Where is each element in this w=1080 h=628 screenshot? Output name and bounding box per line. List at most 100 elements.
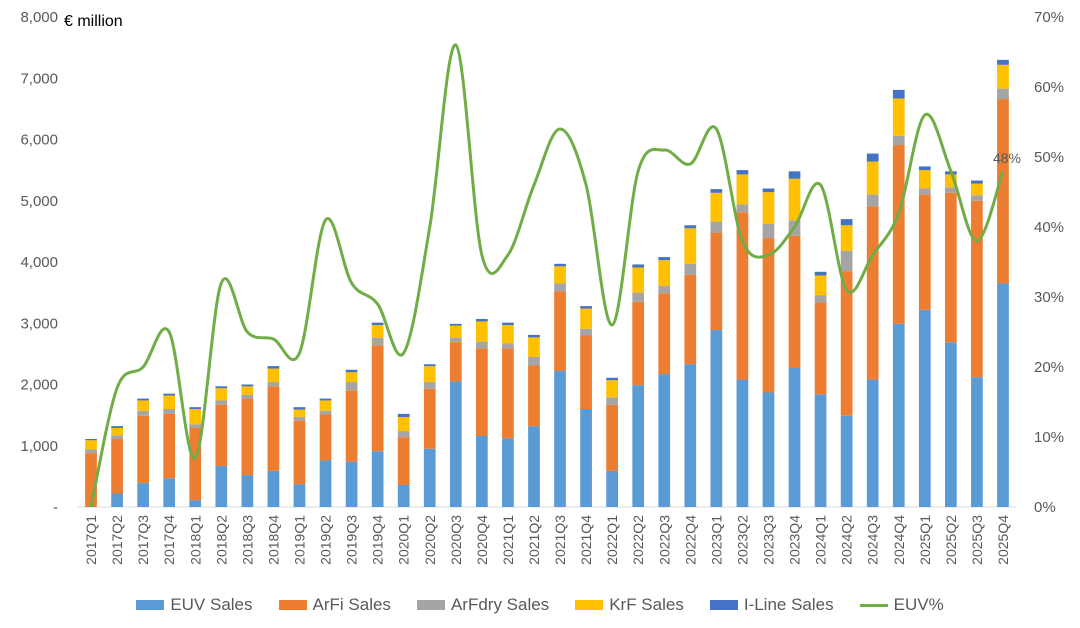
bar-segment-i-line-sales <box>502 322 514 326</box>
bar-segment-arfi-sales <box>892 145 905 324</box>
x-tick-label: 2025Q3 <box>969 515 985 565</box>
x-tick-label: 2020Q3 <box>448 515 464 565</box>
bar-segment-arfi-sales <box>840 271 853 416</box>
bar-segment-krf-sales <box>944 174 957 188</box>
bar-segment-krf-sales <box>345 372 358 383</box>
bar-segment-arfi-sales <box>528 365 540 427</box>
bar-segment-arfdry-sales <box>918 188 931 195</box>
bar-segment-arfi-sales <box>423 388 436 449</box>
bar-segment-euv-sales <box>554 371 566 507</box>
x-tick-label: 2023Q1 <box>708 515 724 565</box>
bar-segment-i-line-sales <box>580 306 592 309</box>
legend-swatch <box>416 600 445 610</box>
bar-segment-i-line-sales <box>449 323 462 326</box>
bar-segment-arfi-sales <box>293 420 306 485</box>
bar-segment-arfdry-sales <box>241 394 254 399</box>
bar-segment-i-line-sales <box>918 166 931 171</box>
bar-segment-arfdry-sales <box>997 88 1009 100</box>
bar-segment-krf-sales <box>267 368 280 383</box>
y-tick-label: - <box>53 499 58 516</box>
bar-segment-euv-sales <box>788 367 801 507</box>
bar-segment-i-line-sales <box>345 369 358 373</box>
bar-segment-arfi-sales <box>319 414 332 461</box>
bar-segment-i-line-sales <box>137 398 150 401</box>
y-tick-label: 1,000 <box>20 438 58 455</box>
bar-segment-i-line-sales <box>762 188 775 193</box>
x-tick-label: 2022Q4 <box>682 515 698 565</box>
bar-segment-krf-sales <box>215 388 228 401</box>
x-tick-label: 2021Q1 <box>500 515 516 565</box>
bar-segment-euv-sales <box>710 329 723 507</box>
y-axis-unit-label: € million <box>64 13 123 30</box>
bar-segment-krf-sales <box>319 400 332 411</box>
bar-segment-i-line-sales <box>658 257 671 261</box>
bar-segment-euv-sales <box>475 435 488 507</box>
bar-segment-arfdry-sales <box>814 295 827 303</box>
bar-segment-arfdry-sales <box>762 224 775 239</box>
bar-segment-arfdry-sales <box>892 135 905 146</box>
bar-segment-arfi-sales <box>267 386 280 471</box>
bar-segment-i-line-sales <box>215 386 228 389</box>
bar-segment-euv-sales <box>137 483 150 507</box>
bar-segment-euv-sales <box>892 323 905 507</box>
bar-segment-arfi-sales <box>684 274 697 365</box>
bar-segment-euv-sales <box>215 465 228 507</box>
x-tick-label: 2019Q1 <box>291 515 307 565</box>
bar-segment-krf-sales <box>762 192 775 225</box>
bar-segment-i-line-sales <box>892 89 905 99</box>
y2-tick-label: 70% <box>1034 9 1064 26</box>
bar-segment-euv-sales <box>632 385 645 507</box>
secondary-y-axis-ticks: 0% 10% 20% 30% 40% 50% 60% 70% <box>1034 9 1064 516</box>
bar-segment-krf-sales <box>892 98 905 136</box>
legend-swatch <box>859 603 888 607</box>
bar-segment-arfi-sales <box>997 99 1009 284</box>
x-tick-label: 2024Q1 <box>813 515 829 565</box>
bar-segment-arfi-sales <box>632 301 645 386</box>
bar-segment-arfdry-sales <box>606 397 619 405</box>
bar-segment-arfdry-sales <box>397 431 410 438</box>
legend-label: ArFdry Sales <box>450 595 550 614</box>
legend-item: ArFi Sales <box>278 595 391 615</box>
legend-item: ArFdry Sales <box>416 595 550 615</box>
bar-segment-euv-sales <box>189 500 202 507</box>
bar-segment-krf-sales <box>189 409 202 425</box>
y2-tick-label: 60% <box>1034 79 1064 96</box>
x-tick-label: 2018Q1 <box>187 515 203 565</box>
bar-segment-arfi-sales <box>866 206 879 380</box>
bar-segment-euv-sales <box>345 461 358 507</box>
bar-segment-arfdry-sales <box>267 382 280 387</box>
bar-segment-arfi-sales <box>475 348 488 436</box>
legend-item: EUV Sales <box>136 595 253 615</box>
bar-segment-krf-sales <box>449 325 462 338</box>
bar-segment-arfi-sales <box>85 453 97 507</box>
y-tick-label: 7,000 <box>20 70 58 87</box>
bar-segment-i-line-sales <box>241 384 254 387</box>
bar-segment-krf-sales <box>528 337 540 357</box>
x-tick-label: 2025Q4 <box>995 515 1011 565</box>
bar-segment-krf-sales <box>111 427 123 436</box>
bar-segment-i-line-sales <box>554 263 566 267</box>
bar-segment-euv-sales <box>371 451 384 507</box>
x-tick-label: 2021Q2 <box>526 515 542 565</box>
x-tick-label: 2019Q2 <box>318 515 334 565</box>
y2-tick-label: 50% <box>1034 149 1064 166</box>
legend-item: EUV% <box>859 595 944 615</box>
bar-segment-arfi-sales <box>710 232 723 330</box>
bar-segment-i-line-sales <box>814 271 827 276</box>
bar-segment-krf-sales <box>85 440 97 450</box>
y2-tick-label: 30% <box>1034 289 1064 306</box>
legend: EUV Sales ArFi Sales ArFdry Sales KrF Sales… <box>0 590 1080 620</box>
bar-segment-euv-sales <box>319 460 332 507</box>
bar-segment-krf-sales <box>684 228 697 264</box>
bar-segment-euv-sales <box>423 448 436 507</box>
bar-segment-krf-sales <box>241 386 254 395</box>
bar-segment-i-line-sales <box>85 439 97 441</box>
legend-swatch <box>709 600 738 610</box>
legend-item: KrF Sales <box>575 595 684 615</box>
bar-group <box>85 59 1009 507</box>
bar-segment-euv-sales <box>528 426 540 507</box>
bar-segment-arfi-sales <box>658 293 671 375</box>
y-tick-label: 8,000 <box>20 9 58 26</box>
bar-segment-krf-sales <box>371 325 384 338</box>
bar-segment-euv-sales <box>293 484 306 507</box>
